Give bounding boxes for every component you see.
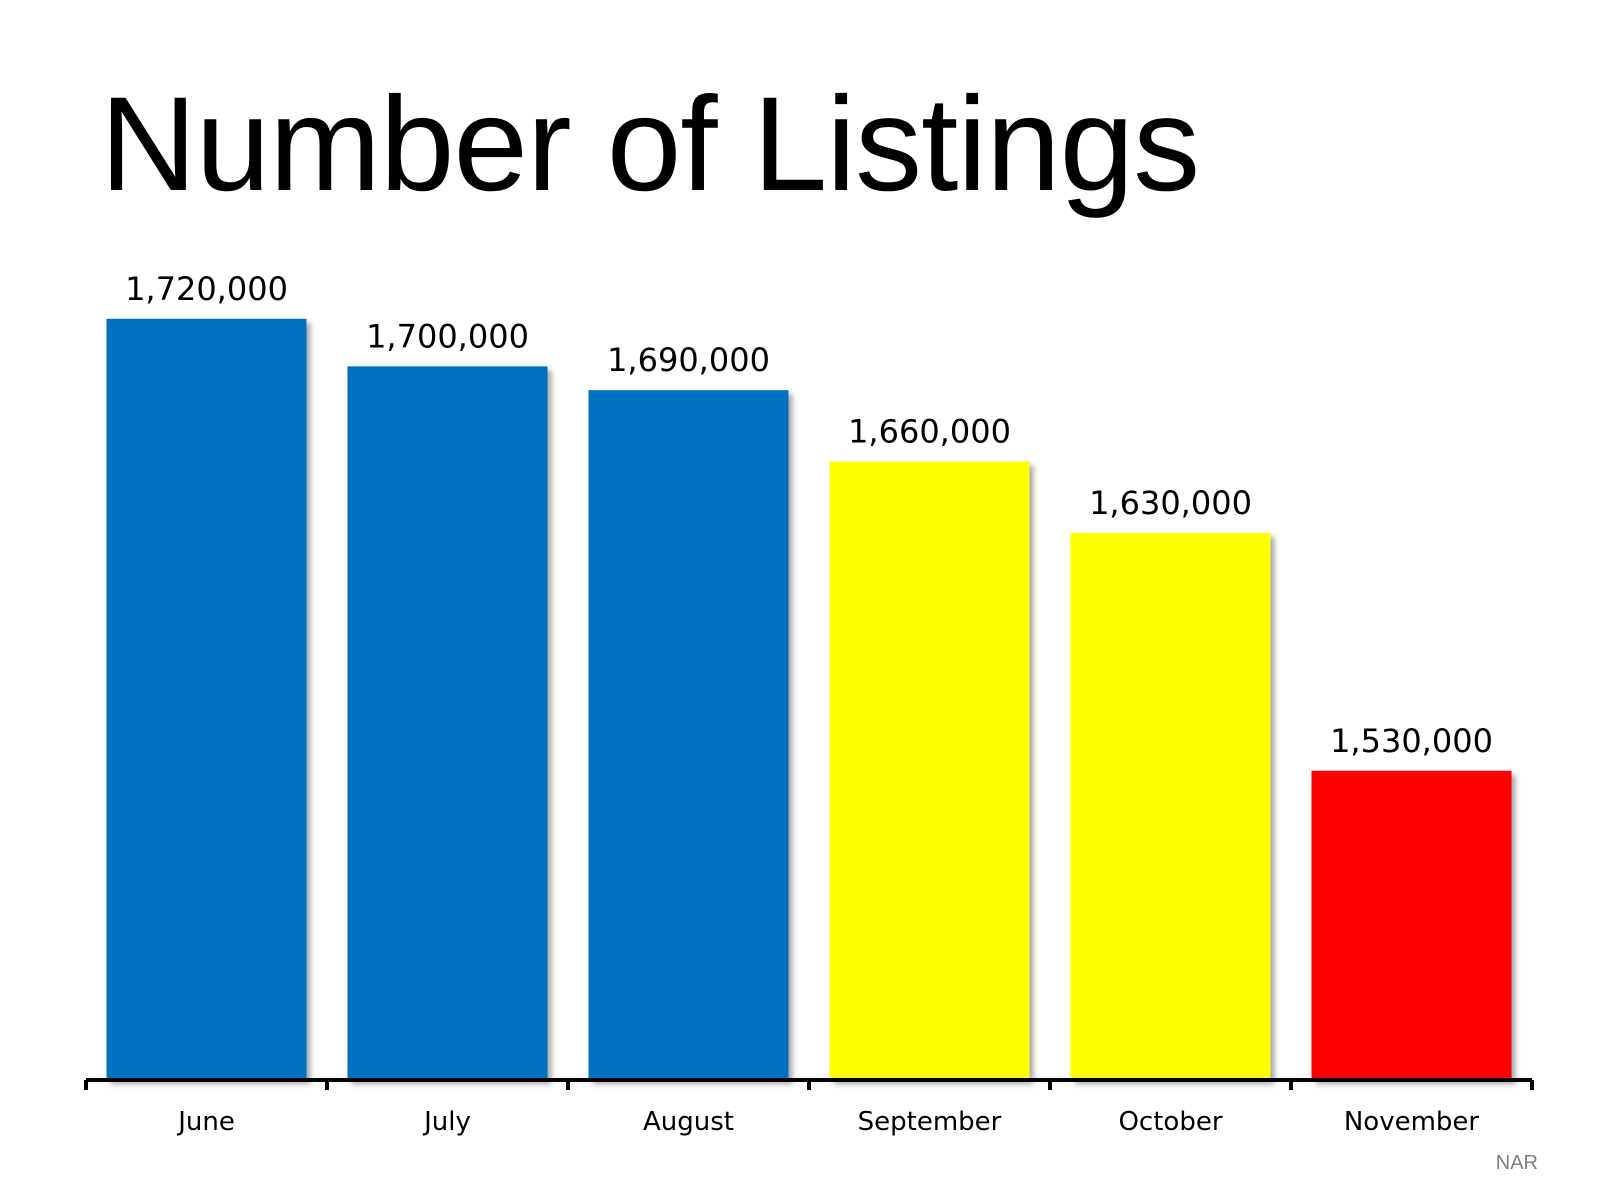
bar-july: [347, 366, 548, 1080]
x-tick-label-june: June: [176, 1107, 235, 1137]
value-label-june: 1,720,000: [125, 270, 288, 308]
bar-november: [1311, 770, 1512, 1080]
x-tick-label-august: August: [643, 1107, 734, 1137]
value-label-august: 1,690,000: [607, 341, 770, 379]
bars-layer: [106, 318, 1512, 1081]
value-label-july: 1,700,000: [366, 317, 529, 355]
x-tick-label-september: September: [858, 1107, 1002, 1137]
value-label-september: 1,660,000: [848, 413, 1011, 451]
source-note: NAR: [1495, 1152, 1538, 1174]
x-tick-label-october: October: [1118, 1107, 1222, 1137]
x-tick-label-november: November: [1344, 1107, 1480, 1137]
x-tick-label-july: July: [422, 1107, 471, 1137]
chart-title: Number of Listings: [100, 70, 1200, 219]
bar-september: [829, 461, 1030, 1080]
bar-october: [1070, 532, 1271, 1080]
bar-june: [106, 318, 307, 1081]
value-label-november: 1,530,000: [1330, 722, 1493, 760]
value-label-october: 1,630,000: [1089, 484, 1252, 522]
x-axis: June July August September October November: [84, 1078, 1534, 1137]
value-labels-layer: 1,720,000 1,700,000 1,690,000 1,660,000 1,63…: [125, 270, 1493, 760]
bar-august: [588, 390, 789, 1081]
